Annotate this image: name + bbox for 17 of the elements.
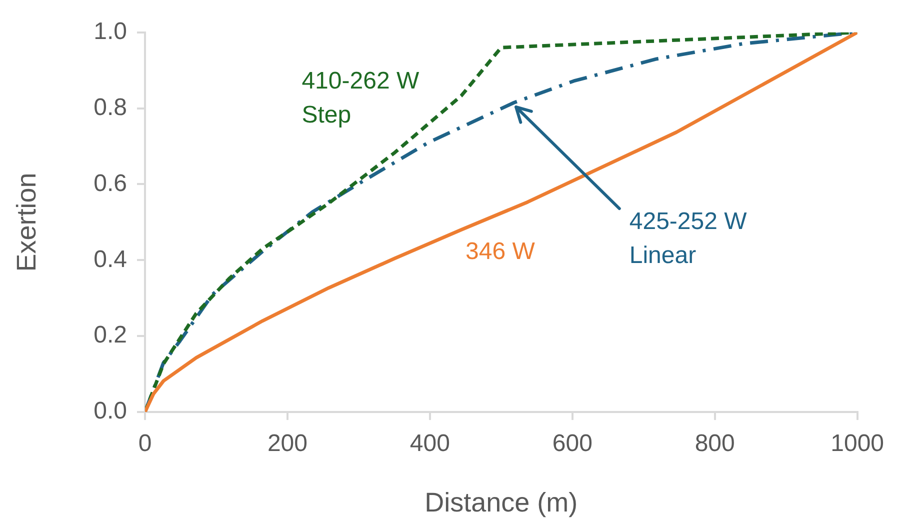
text: 425-252 W Linear <box>629 208 748 269</box>
series-label: 346 W <box>466 238 536 266</box>
x-tick-label: 800 <box>694 430 735 458</box>
series-label: 410-262 W Step <box>302 67 420 128</box>
x-tick-label: 1000 <box>830 430 884 458</box>
x-tick-label: 200 <box>267 430 308 458</box>
y-tick-label: 0.2 <box>94 322 127 349</box>
y-tick-label: 0.8 <box>94 94 127 121</box>
x-tick-label: 0 <box>138 430 152 458</box>
y-tick-label: 1.0 <box>94 18 127 46</box>
y-tick-label: 0.6 <box>94 170 127 197</box>
y-tick-label: 0.4 <box>94 246 127 273</box>
y-axis-title: Exertion <box>12 172 42 272</box>
y-tick-label: 0.0 <box>94 398 127 425</box>
x-tick-label: 600 <box>552 430 592 458</box>
x-tick-label: 400 <box>410 430 450 458</box>
x-axis-title: Distance (m) <box>424 487 578 518</box>
